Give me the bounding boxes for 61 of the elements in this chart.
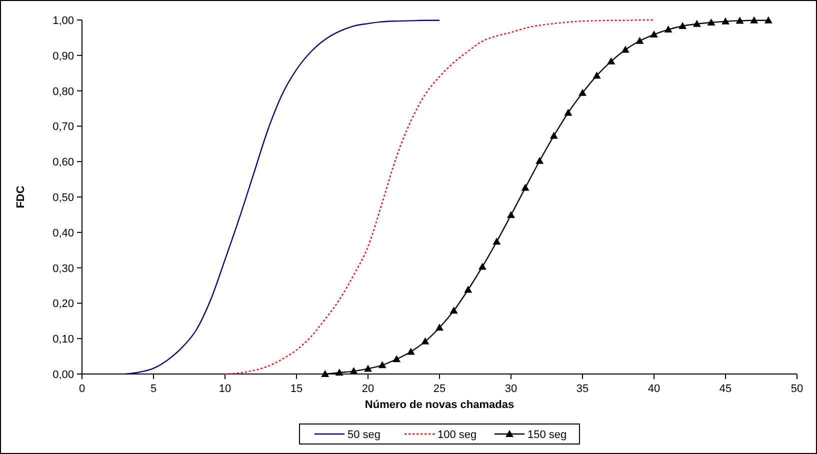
point xyxy=(607,57,616,64)
y-tick-label: 0,00 xyxy=(52,369,74,381)
point xyxy=(350,367,358,374)
point xyxy=(464,286,472,293)
legend-label: 150 seg xyxy=(528,429,567,441)
x-tick-label: 40 xyxy=(648,383,660,395)
point xyxy=(592,72,601,79)
point xyxy=(321,370,330,377)
point xyxy=(692,20,701,27)
x-tick-label: 20 xyxy=(362,383,374,395)
point xyxy=(722,17,730,24)
point xyxy=(492,238,501,245)
point xyxy=(564,108,572,116)
x-tick-label: 0 xyxy=(78,383,86,395)
point xyxy=(764,16,772,24)
y-tick-label: 0,80 xyxy=(52,86,74,98)
point xyxy=(436,324,444,331)
x-axis-title: Número de novas chamadas xyxy=(364,399,514,411)
point xyxy=(664,26,672,33)
x-tick-label: 25 xyxy=(433,383,446,395)
y-tick-label: 0,90 xyxy=(52,50,74,62)
y-axis-title: FDC xyxy=(15,186,27,208)
point xyxy=(364,364,372,372)
y-tick-label: 0,70 xyxy=(52,121,74,134)
y-tick-label: 0,10 xyxy=(52,334,74,346)
point xyxy=(536,156,544,164)
y-tick-label: 0,50 xyxy=(52,192,74,204)
point xyxy=(521,184,530,191)
point xyxy=(450,306,458,314)
x-tick-label: 35 xyxy=(576,383,589,395)
x-tick-label: 45 xyxy=(719,383,732,395)
x-tick-label: 5 xyxy=(150,383,157,395)
point xyxy=(636,36,644,44)
y-tick-label: 0,20 xyxy=(52,298,74,310)
point xyxy=(550,132,558,139)
point xyxy=(750,16,758,24)
point xyxy=(578,88,586,96)
line-series xyxy=(124,20,440,375)
y-tick-label: 1,00 xyxy=(52,15,74,27)
point xyxy=(478,262,486,270)
x-tick-label: 30 xyxy=(504,383,518,395)
x-tick-label: 50 xyxy=(790,383,804,395)
line-series xyxy=(224,19,655,375)
legend-label: 100 seg xyxy=(438,429,477,441)
x-tick-label: 10 xyxy=(218,383,232,395)
point xyxy=(507,211,515,218)
point xyxy=(678,22,687,30)
y-tick-label: 0,60 xyxy=(52,156,74,169)
point xyxy=(392,355,401,362)
point xyxy=(378,361,386,368)
legend-label: 50 seg xyxy=(348,429,381,441)
y-tick-label: 0,30 xyxy=(52,262,74,275)
y-tick-label: 0,40 xyxy=(52,227,74,240)
x-tick-label: 15 xyxy=(290,383,303,395)
point xyxy=(621,46,630,53)
point xyxy=(335,368,344,376)
point xyxy=(406,348,415,355)
point xyxy=(707,18,716,26)
point xyxy=(421,337,430,344)
point xyxy=(736,16,744,24)
point xyxy=(650,30,658,38)
